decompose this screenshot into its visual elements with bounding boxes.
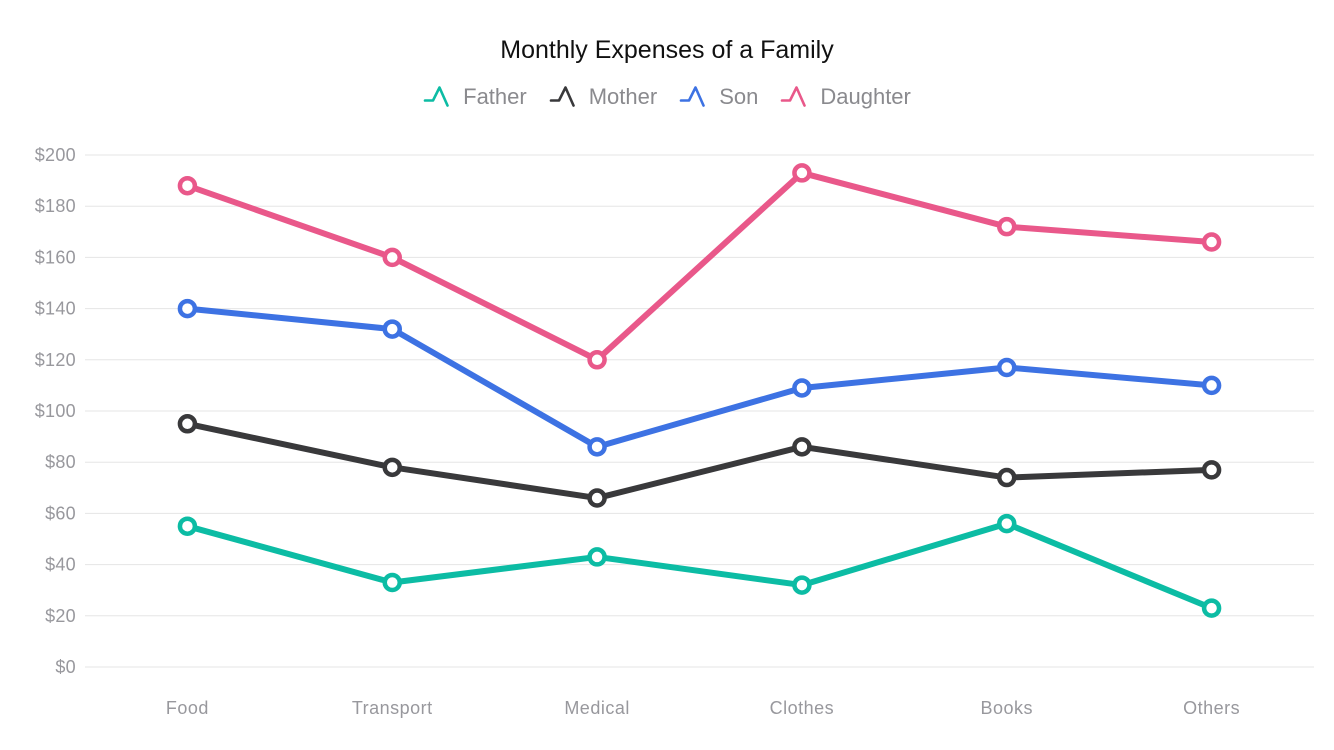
legend-line-icon-father — [423, 86, 449, 107]
legend-line-icon-son — [679, 86, 706, 107]
x-tick-label: Books — [980, 698, 1033, 718]
y-tick-label: $120 — [35, 350, 76, 370]
legend-line-icon-daughter — [781, 86, 807, 107]
data-point-daughter-transport[interactable] — [382, 247, 402, 268]
series-line-mother — [184, 420, 1215, 502]
chart-title: Monthly Expenses of a Family — [500, 36, 834, 64]
legend-item-son[interactable]: Son — [679, 84, 758, 110]
legend-item-father[interactable]: Father — [423, 84, 527, 110]
legend-item-daughter[interactable]: Daughter — [780, 84, 911, 110]
data-point-father-medical[interactable] — [587, 547, 607, 567]
x-tick-label: Others — [1183, 698, 1240, 718]
data-point-son-transport[interactable] — [382, 319, 402, 339]
y-tick-label: $20 — [45, 606, 76, 626]
series-line-father — [184, 520, 1215, 612]
y-tick-label: $200 — [35, 145, 76, 165]
legend-label: Mother — [588, 84, 658, 109]
legend-label: Father — [463, 84, 527, 109]
data-point-daughter-food[interactable] — [177, 175, 198, 196]
data-point-mother-clothes[interactable] — [792, 437, 812, 457]
data-point-mother-others[interactable] — [1201, 460, 1222, 480]
y-tick-label: $60 — [45, 503, 76, 523]
data-point-daughter-clothes[interactable] — [792, 163, 812, 183]
x-tick-label: Clothes — [770, 698, 835, 718]
legend-item-mother[interactable]: Mother — [549, 84, 657, 110]
data-point-mother-medical[interactable] — [587, 488, 607, 508]
y-tick-label: $40 — [45, 555, 76, 575]
legend-label: Daughter — [820, 84, 911, 109]
data-point-son-others[interactable] — [1201, 375, 1222, 396]
data-point-mother-books[interactable] — [997, 467, 1017, 488]
series-line-son — [184, 305, 1215, 450]
y-tick-label: $160 — [35, 247, 76, 267]
data-point-son-clothes[interactable] — [792, 378, 812, 398]
x-tick-label: Food — [166, 698, 209, 718]
data-point-son-books[interactable] — [997, 357, 1017, 378]
data-point-father-books[interactable] — [997, 513, 1017, 534]
data-point-father-food[interactable] — [177, 516, 198, 536]
legend: Father Mother Son Daughter — [0, 84, 1334, 110]
y-tick-label: $100 — [35, 401, 76, 421]
y-tick-label: $180 — [35, 196, 76, 216]
data-point-father-others[interactable] — [1201, 598, 1222, 618]
data-point-son-medical[interactable] — [587, 437, 607, 457]
data-point-mother-food[interactable] — [177, 414, 198, 434]
data-point-father-transport[interactable] — [382, 572, 402, 593]
data-point-daughter-books[interactable] — [997, 216, 1017, 237]
series-line-daughter — [184, 169, 1215, 363]
x-tick-label: Medical — [564, 698, 630, 718]
y-tick-label: $80 — [45, 452, 76, 472]
data-point-daughter-others[interactable] — [1201, 232, 1222, 252]
legend-label: Son — [719, 84, 759, 109]
y-tick-label: $0 — [55, 657, 76, 677]
data-point-son-food[interactable] — [177, 298, 198, 319]
data-point-father-clothes[interactable] — [792, 575, 812, 595]
y-tick-label: $140 — [35, 299, 76, 319]
data-point-daughter-medical[interactable] — [587, 350, 607, 370]
data-point-mother-transport[interactable] — [382, 457, 402, 478]
legend-line-icon-mother — [549, 86, 575, 107]
x-tick-label: Transport — [352, 698, 433, 718]
